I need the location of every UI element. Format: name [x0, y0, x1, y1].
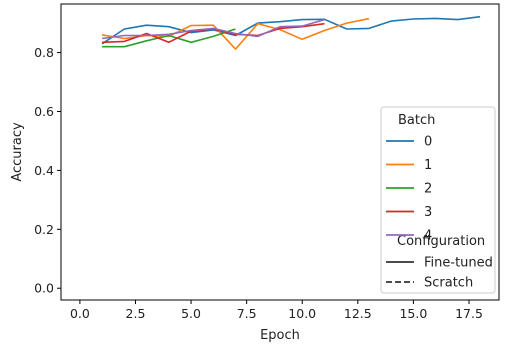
legend-label-batch-4: 4: [424, 229, 432, 244]
x-tick-label: 5.0: [181, 306, 201, 321]
y-axis-ticks: 0.0 0.2 0.4 0.6 0.8: [34, 45, 61, 296]
series-lines: [101, 15, 481, 50]
x-tick-label: 2.5: [126, 306, 146, 321]
x-tick-label: 12.5: [344, 306, 372, 321]
y-tick-label: 0.4: [34, 163, 54, 178]
legend: Batch Configuration 0 1 2 3 4 Fine-tuned Scrat…: [380, 106, 496, 294]
legend-title-configuration: Configuration: [397, 234, 485, 249]
y-tick-label: 0.0: [34, 281, 54, 296]
x-tick-label: 0.0: [70, 306, 90, 321]
series-line-batch-4: [101, 18, 325, 40]
x-tick-label: 10.0: [288, 306, 316, 321]
legend-title-batch: Batch: [398, 113, 435, 128]
legend-label-fine-tuned: Fine-tuned: [424, 256, 493, 271]
plot-frame: [60, 3, 500, 301]
legend-label-batch-0: 0: [424, 135, 432, 150]
y-axis-label: Accuracy: [10, 122, 25, 182]
legend-label-batch-2: 2: [424, 182, 432, 197]
x-axis-ticks: 0.0 2.5 5.0 7.5 10.0 12.5 15.0 17.5: [70, 300, 483, 321]
legend-label-batch-1: 1: [424, 158, 432, 173]
y-tick-label: 0.6: [34, 104, 54, 119]
series-line-batch-2: [102, 28, 236, 48]
y-tick-label: 0.8: [34, 45, 54, 60]
x-tick-label: 7.5: [237, 306, 257, 321]
y-tick-label: 0.2: [34, 222, 54, 237]
x-tick-label: 17.5: [455, 306, 483, 321]
x-axis-label: Epoch: [260, 328, 300, 343]
legend-label-batch-3: 3: [424, 205, 432, 220]
legend-box: [380, 106, 496, 294]
x-tick-label: 15.0: [399, 306, 427, 321]
series-line-batch-0: [101, 15, 481, 45]
legend-label-scratch: Scratch: [424, 276, 473, 291]
